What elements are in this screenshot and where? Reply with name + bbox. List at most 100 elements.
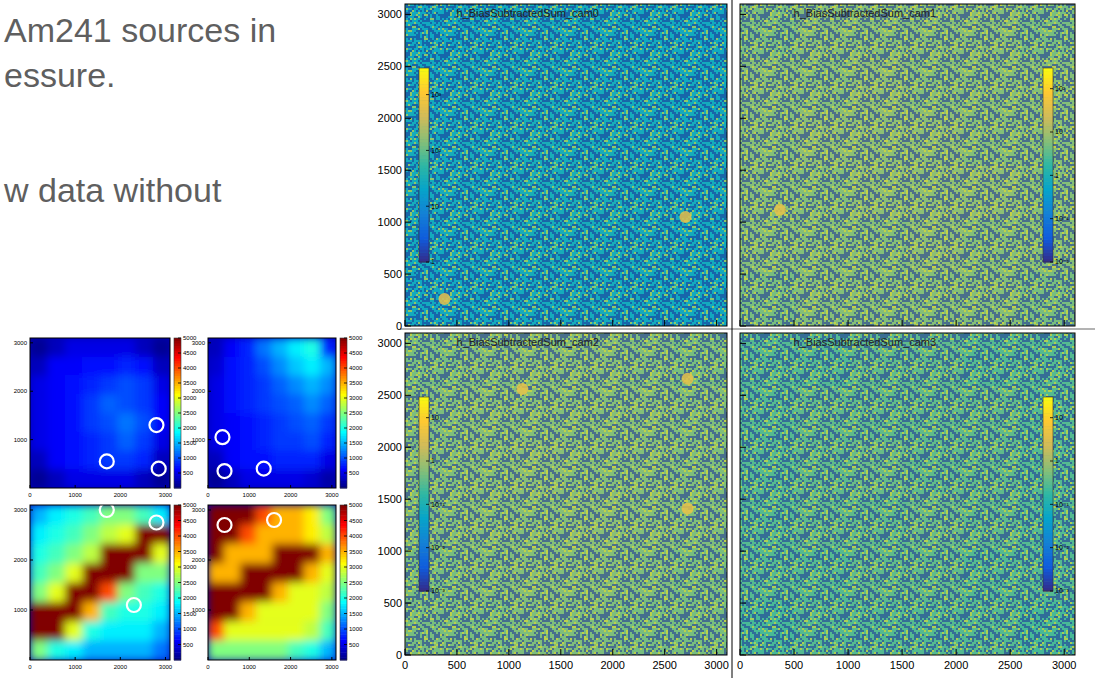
y-tick bbox=[30, 391, 33, 392]
x-tick bbox=[290, 657, 291, 660]
colorbar-tick bbox=[178, 473, 181, 474]
heatmap-cell bbox=[288, 432, 305, 451]
colorbar: 500100015002000250030003500400045005000 bbox=[174, 502, 197, 660]
heatmap-cell bbox=[224, 505, 241, 525]
colorbar-label: 1000 bbox=[349, 455, 363, 461]
heatmap-cell bbox=[240, 357, 257, 376]
y-tick bbox=[740, 14, 746, 15]
colorbar-strip bbox=[419, 149, 429, 153]
y-tick bbox=[740, 603, 746, 604]
page: Am241 sources inessure.w data without010… bbox=[0, 0, 1095, 678]
heatmap-cell bbox=[272, 621, 289, 641]
x-tick bbox=[120, 657, 121, 660]
x-tick bbox=[1010, 649, 1011, 655]
colorbar-strip bbox=[419, 87, 429, 91]
y-tick bbox=[740, 170, 746, 171]
colorbar-strip bbox=[419, 239, 429, 243]
colorbar-strip bbox=[419, 559, 429, 563]
colorbar: 10⁻²10⁻¹11010² bbox=[1043, 68, 1069, 265]
heatmap-cell bbox=[224, 544, 241, 564]
heatmap-cell bbox=[83, 621, 101, 641]
x-tick bbox=[405, 320, 406, 326]
heatmap-cell bbox=[208, 505, 225, 525]
source-spot bbox=[774, 204, 786, 216]
heatmap-cell bbox=[83, 451, 101, 470]
colorbar-strip bbox=[419, 462, 429, 466]
heatmap-cell bbox=[208, 376, 225, 395]
colorbar-strip bbox=[419, 572, 429, 576]
plot-area bbox=[405, 4, 727, 326]
colorbar-strip bbox=[419, 455, 429, 459]
colorbar-tick bbox=[178, 551, 181, 552]
heatmap-cell bbox=[30, 583, 48, 603]
heatmap-cell bbox=[256, 544, 273, 564]
colorbar-tick bbox=[178, 536, 181, 537]
colorbar-frame bbox=[340, 505, 347, 660]
heatmap-cell bbox=[48, 544, 66, 564]
colorbar: 10⁻³10⁻²10⁻¹110 bbox=[1043, 397, 1069, 594]
heatmap-cell bbox=[100, 432, 118, 451]
colorbar-strip bbox=[419, 488, 429, 492]
colorbar-label: 1000 bbox=[183, 626, 197, 632]
colorbar-strip bbox=[1043, 162, 1053, 166]
heatmap-cell bbox=[30, 413, 48, 432]
colorbar-strip bbox=[1043, 481, 1053, 485]
y-tick-label: 500 bbox=[384, 597, 402, 609]
colorbar-strip bbox=[1043, 197, 1053, 201]
colorbar-tick bbox=[1050, 461, 1053, 462]
x-tick bbox=[902, 320, 903, 326]
heatmap-cell bbox=[100, 394, 118, 413]
source-spot bbox=[682, 373, 694, 385]
x-tick bbox=[508, 649, 509, 655]
heatmap-cell bbox=[30, 451, 48, 470]
colorbar-label: 1 bbox=[1055, 172, 1059, 179]
colorbar-tick bbox=[344, 536, 347, 537]
heatmap-cell bbox=[135, 563, 153, 583]
colorbar-strip bbox=[1043, 468, 1053, 472]
y-tick bbox=[405, 551, 411, 552]
colorbar-label: 4000 bbox=[349, 533, 363, 539]
colorbar-strip bbox=[1043, 152, 1053, 156]
colorbar-strip bbox=[1043, 517, 1053, 521]
colorbar-strip bbox=[419, 191, 429, 195]
colorbar-strip bbox=[1043, 107, 1053, 111]
heatmap-cell bbox=[240, 469, 257, 488]
heatmap-cell bbox=[272, 602, 289, 622]
colorbar-tick bbox=[344, 505, 347, 506]
colorbar-strip bbox=[419, 204, 429, 208]
y-tick bbox=[740, 343, 746, 344]
colorbar-label: 2000 bbox=[183, 595, 197, 601]
heatmap-cell bbox=[288, 524, 305, 544]
heatmap-cell bbox=[48, 602, 66, 622]
colorbar-strip bbox=[419, 468, 429, 472]
slide-text: w data without bbox=[3, 171, 222, 209]
colorbar-tick bbox=[426, 150, 429, 151]
heatmap-cell bbox=[30, 505, 48, 525]
y-tick bbox=[208, 391, 211, 392]
heatmap-cell bbox=[224, 563, 241, 583]
y-tick bbox=[740, 447, 746, 448]
colorbar-strip bbox=[1043, 188, 1053, 192]
colorbar-tick bbox=[178, 505, 181, 506]
plot-background bbox=[740, 333, 1075, 655]
colorbar-strip bbox=[419, 133, 429, 137]
y-tick-label: 1000 bbox=[14, 607, 28, 613]
colorbar-tick bbox=[344, 644, 347, 645]
colorbar-strip bbox=[1043, 133, 1053, 137]
colorbar-strip bbox=[419, 504, 429, 508]
colorbar-strip bbox=[419, 168, 429, 172]
colorbar-tick bbox=[1050, 175, 1053, 176]
colorbar-label: 10⁻¹ bbox=[1055, 215, 1069, 222]
colorbar-strip bbox=[419, 194, 429, 198]
heatmap-cell bbox=[304, 394, 321, 413]
colorbar-label: 4500 bbox=[183, 518, 197, 524]
colorbar-strip bbox=[419, 575, 429, 579]
colorbar-tick bbox=[178, 458, 181, 459]
heatmap-cell bbox=[256, 621, 273, 641]
colorbar-strip bbox=[1043, 239, 1053, 243]
x-tick-label: 1000 bbox=[68, 664, 82, 670]
y-tick-label: 3000 bbox=[14, 507, 28, 513]
colorbar-strip bbox=[419, 471, 429, 475]
heatmap-cell bbox=[65, 641, 83, 660]
heatmap-cell bbox=[272, 641, 289, 660]
